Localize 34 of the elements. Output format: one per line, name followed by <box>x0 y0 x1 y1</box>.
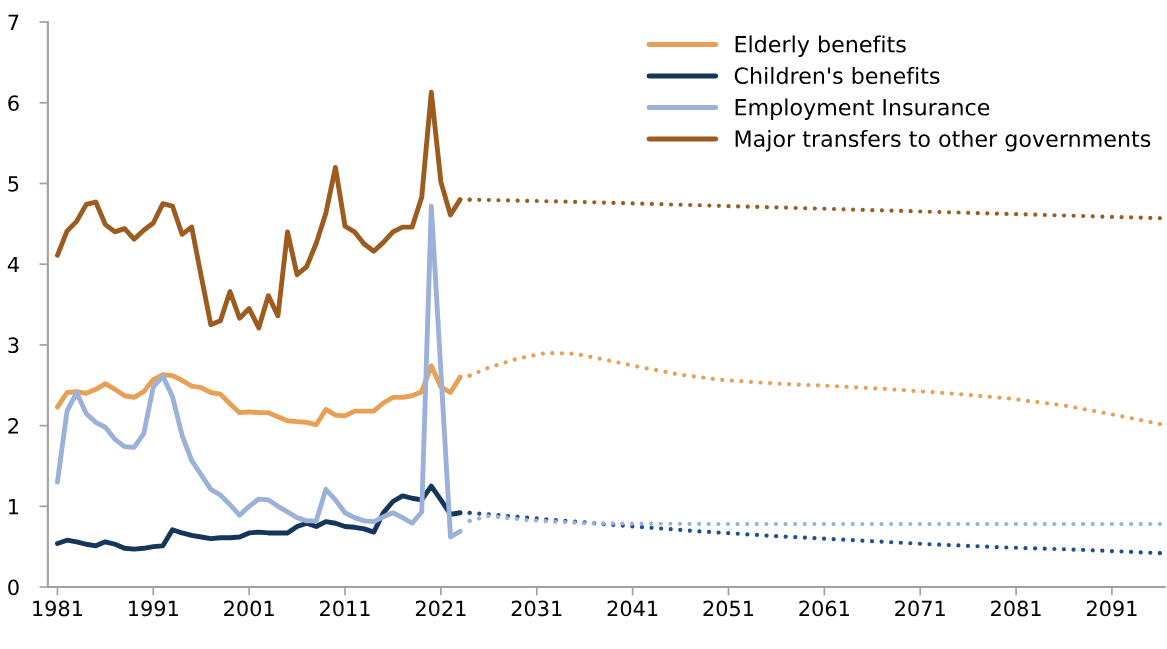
point <box>1157 421 1162 427</box>
y-tick-label: 6 <box>8 95 19 111</box>
y-tick-label: 0 <box>8 579 19 596</box>
line-series <box>55 89 463 331</box>
legend-label: Major transfers to other governments <box>735 129 1151 152</box>
legend-label: Children's benefits <box>734 66 940 85</box>
point <box>1157 551 1162 556</box>
line-series <box>55 363 463 428</box>
x-tick-label: 2011 <box>320 600 370 617</box>
y-tick-label: 5 <box>8 176 19 192</box>
x-tick-label: 2021 <box>415 600 466 617</box>
point <box>1157 521 1162 527</box>
y-tick-label: 1 <box>9 499 19 515</box>
x-tick-label: 2071 <box>895 600 945 617</box>
x-tick-label: 2031 <box>511 600 562 617</box>
legend-label: Employment Insurance <box>735 98 990 120</box>
legend-label: Elderly benefits <box>735 35 906 57</box>
line-series <box>55 203 463 540</box>
y-tick-label: 4 <box>7 256 19 273</box>
point <box>1157 216 1162 221</box>
x-tick-label: 2051 <box>703 600 754 617</box>
x-tick-label: 2041 <box>607 600 658 617</box>
x-tick-label: 2061 <box>799 600 849 617</box>
line-series <box>55 483 463 552</box>
x-tick-label: 2091 <box>1086 600 1137 617</box>
point <box>467 518 472 523</box>
y-tick-label: 2 <box>8 418 18 434</box>
y-tick-label: 3 <box>8 337 19 354</box>
point <box>467 510 472 515</box>
y-tick-label: 7 <box>8 14 19 30</box>
x-tick-label: 1991 <box>129 600 178 617</box>
x-tick-label: 2001 <box>224 600 274 617</box>
x-tick-label: 2081 <box>991 600 1041 617</box>
x-tick-label: 1981 <box>33 600 83 617</box>
